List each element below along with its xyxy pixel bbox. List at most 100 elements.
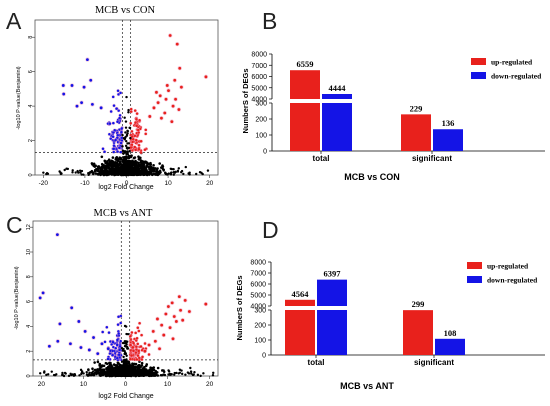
a-point-down [116, 89, 120, 92]
a-point-ns [42, 171, 45, 174]
c-point-up [147, 353, 151, 356]
a-point-ns [60, 172, 63, 175]
c-point-up [134, 351, 138, 354]
c-point-down [38, 296, 42, 300]
a-point-down [119, 141, 123, 145]
a-point-ns [145, 161, 148, 164]
c-point-ns [129, 370, 132, 373]
c-point-up [134, 331, 137, 335]
c-point-ns [193, 371, 196, 374]
a-point-up [129, 107, 133, 111]
b-bar-down [433, 129, 463, 151]
c-point-ns [91, 367, 94, 371]
a-point-down [118, 114, 122, 117]
a-point-up [163, 111, 167, 115]
c-point-up [183, 298, 187, 302]
a-y-tick-label: 6 [28, 70, 34, 73]
a-point-ns [112, 170, 115, 173]
b-y-tick-label: 4000 [251, 97, 267, 104]
c-point-ns [62, 374, 66, 378]
c-point-up [143, 342, 147, 345]
c-point-ns [50, 370, 53, 373]
c-point-ns [85, 370, 88, 374]
panel-a-volcano-plot: A MCB vs CON -20 -10 0 10 20 0 2 4 6 8 log2 Fold … [6, 5, 219, 191]
panel-c-data-points [37, 232, 209, 356]
a-point-ns [151, 169, 154, 173]
a-point-ns [142, 160, 145, 164]
a-point-ns [149, 161, 152, 165]
c-point-up [141, 355, 144, 359]
b-category-label: significant [412, 154, 452, 163]
a-point-ns [172, 168, 175, 171]
c-point-up [137, 329, 141, 333]
c-point-up [129, 335, 132, 338]
c-point-down [83, 329, 87, 333]
c-point-ns [133, 372, 137, 376]
a-point-ns [125, 95, 128, 99]
c-y-tick-label: 2 [26, 350, 32, 353]
c-point-ns [93, 361, 96, 364]
c-point-up [204, 302, 208, 306]
c-point-ns [133, 367, 137, 370]
a-point-ns [142, 173, 145, 176]
c-point-ns [124, 342, 128, 345]
a-point-ns [94, 164, 97, 167]
b-value-label: 6559 [297, 59, 314, 69]
a-point-up [130, 143, 134, 146]
c-point-up [151, 329, 155, 333]
b-bar-up-lower [290, 103, 320, 151]
a-point-ns [105, 160, 109, 163]
c-point-ns [125, 362, 129, 365]
b-y-tick-label: 200 [255, 117, 267, 124]
c-point-ns [123, 363, 127, 366]
c-point-ns [137, 372, 141, 376]
a-point-down [112, 121, 115, 125]
a-point-ns [145, 169, 148, 172]
a-point-down [112, 147, 115, 151]
panel-b-x-label: MCB vs CON [344, 172, 400, 182]
a-point-down [109, 110, 113, 113]
c-point-up [136, 342, 139, 346]
a-y-tick-label: 4 [28, 105, 34, 108]
panel-a-letter: A [6, 8, 22, 34]
c-point-down [109, 340, 112, 343]
a-point-ns [128, 126, 131, 130]
a-point-down [115, 107, 118, 110]
c-point-ns [192, 373, 195, 376]
a-point-down [61, 84, 65, 87]
c-point-ns [125, 354, 128, 357]
a-point-down [111, 95, 115, 99]
c-point-up [136, 354, 140, 357]
c-point-ns [99, 369, 103, 373]
a-point-down [119, 91, 122, 95]
c-point-ns [122, 359, 126, 362]
a-point-ns [134, 165, 137, 168]
a-point-ns [109, 163, 112, 167]
c-point-down [69, 342, 72, 346]
d-legend-swatch-down [467, 276, 482, 283]
a-point-up [133, 109, 137, 112]
a-point-ns [106, 170, 109, 173]
a-point-ns [76, 169, 79, 173]
panel-c-axis-ticks: 20 10 0 10 20 0 2 4 6 8 10 12 [26, 224, 214, 388]
c-point-ns [127, 364, 130, 367]
a-point-down [62, 92, 66, 96]
a-point-ns [100, 166, 104, 170]
a-point-ns [120, 157, 123, 161]
a-point-ns [95, 169, 99, 172]
a-point-ns [141, 163, 145, 167]
a-point-ns [126, 142, 129, 145]
a-point-up [139, 151, 143, 154]
d-bar-up-lower [285, 310, 315, 355]
a-point-up [148, 115, 152, 118]
c-point-up [188, 310, 191, 313]
c-point-ns [180, 372, 184, 376]
c-point-down [92, 336, 95, 339]
a-point-ns [188, 171, 191, 174]
c-point-up [140, 358, 144, 361]
c-point-down [119, 321, 122, 325]
c-y-tick-label: 6 [26, 300, 32, 303]
c-point-ns [115, 365, 119, 369]
